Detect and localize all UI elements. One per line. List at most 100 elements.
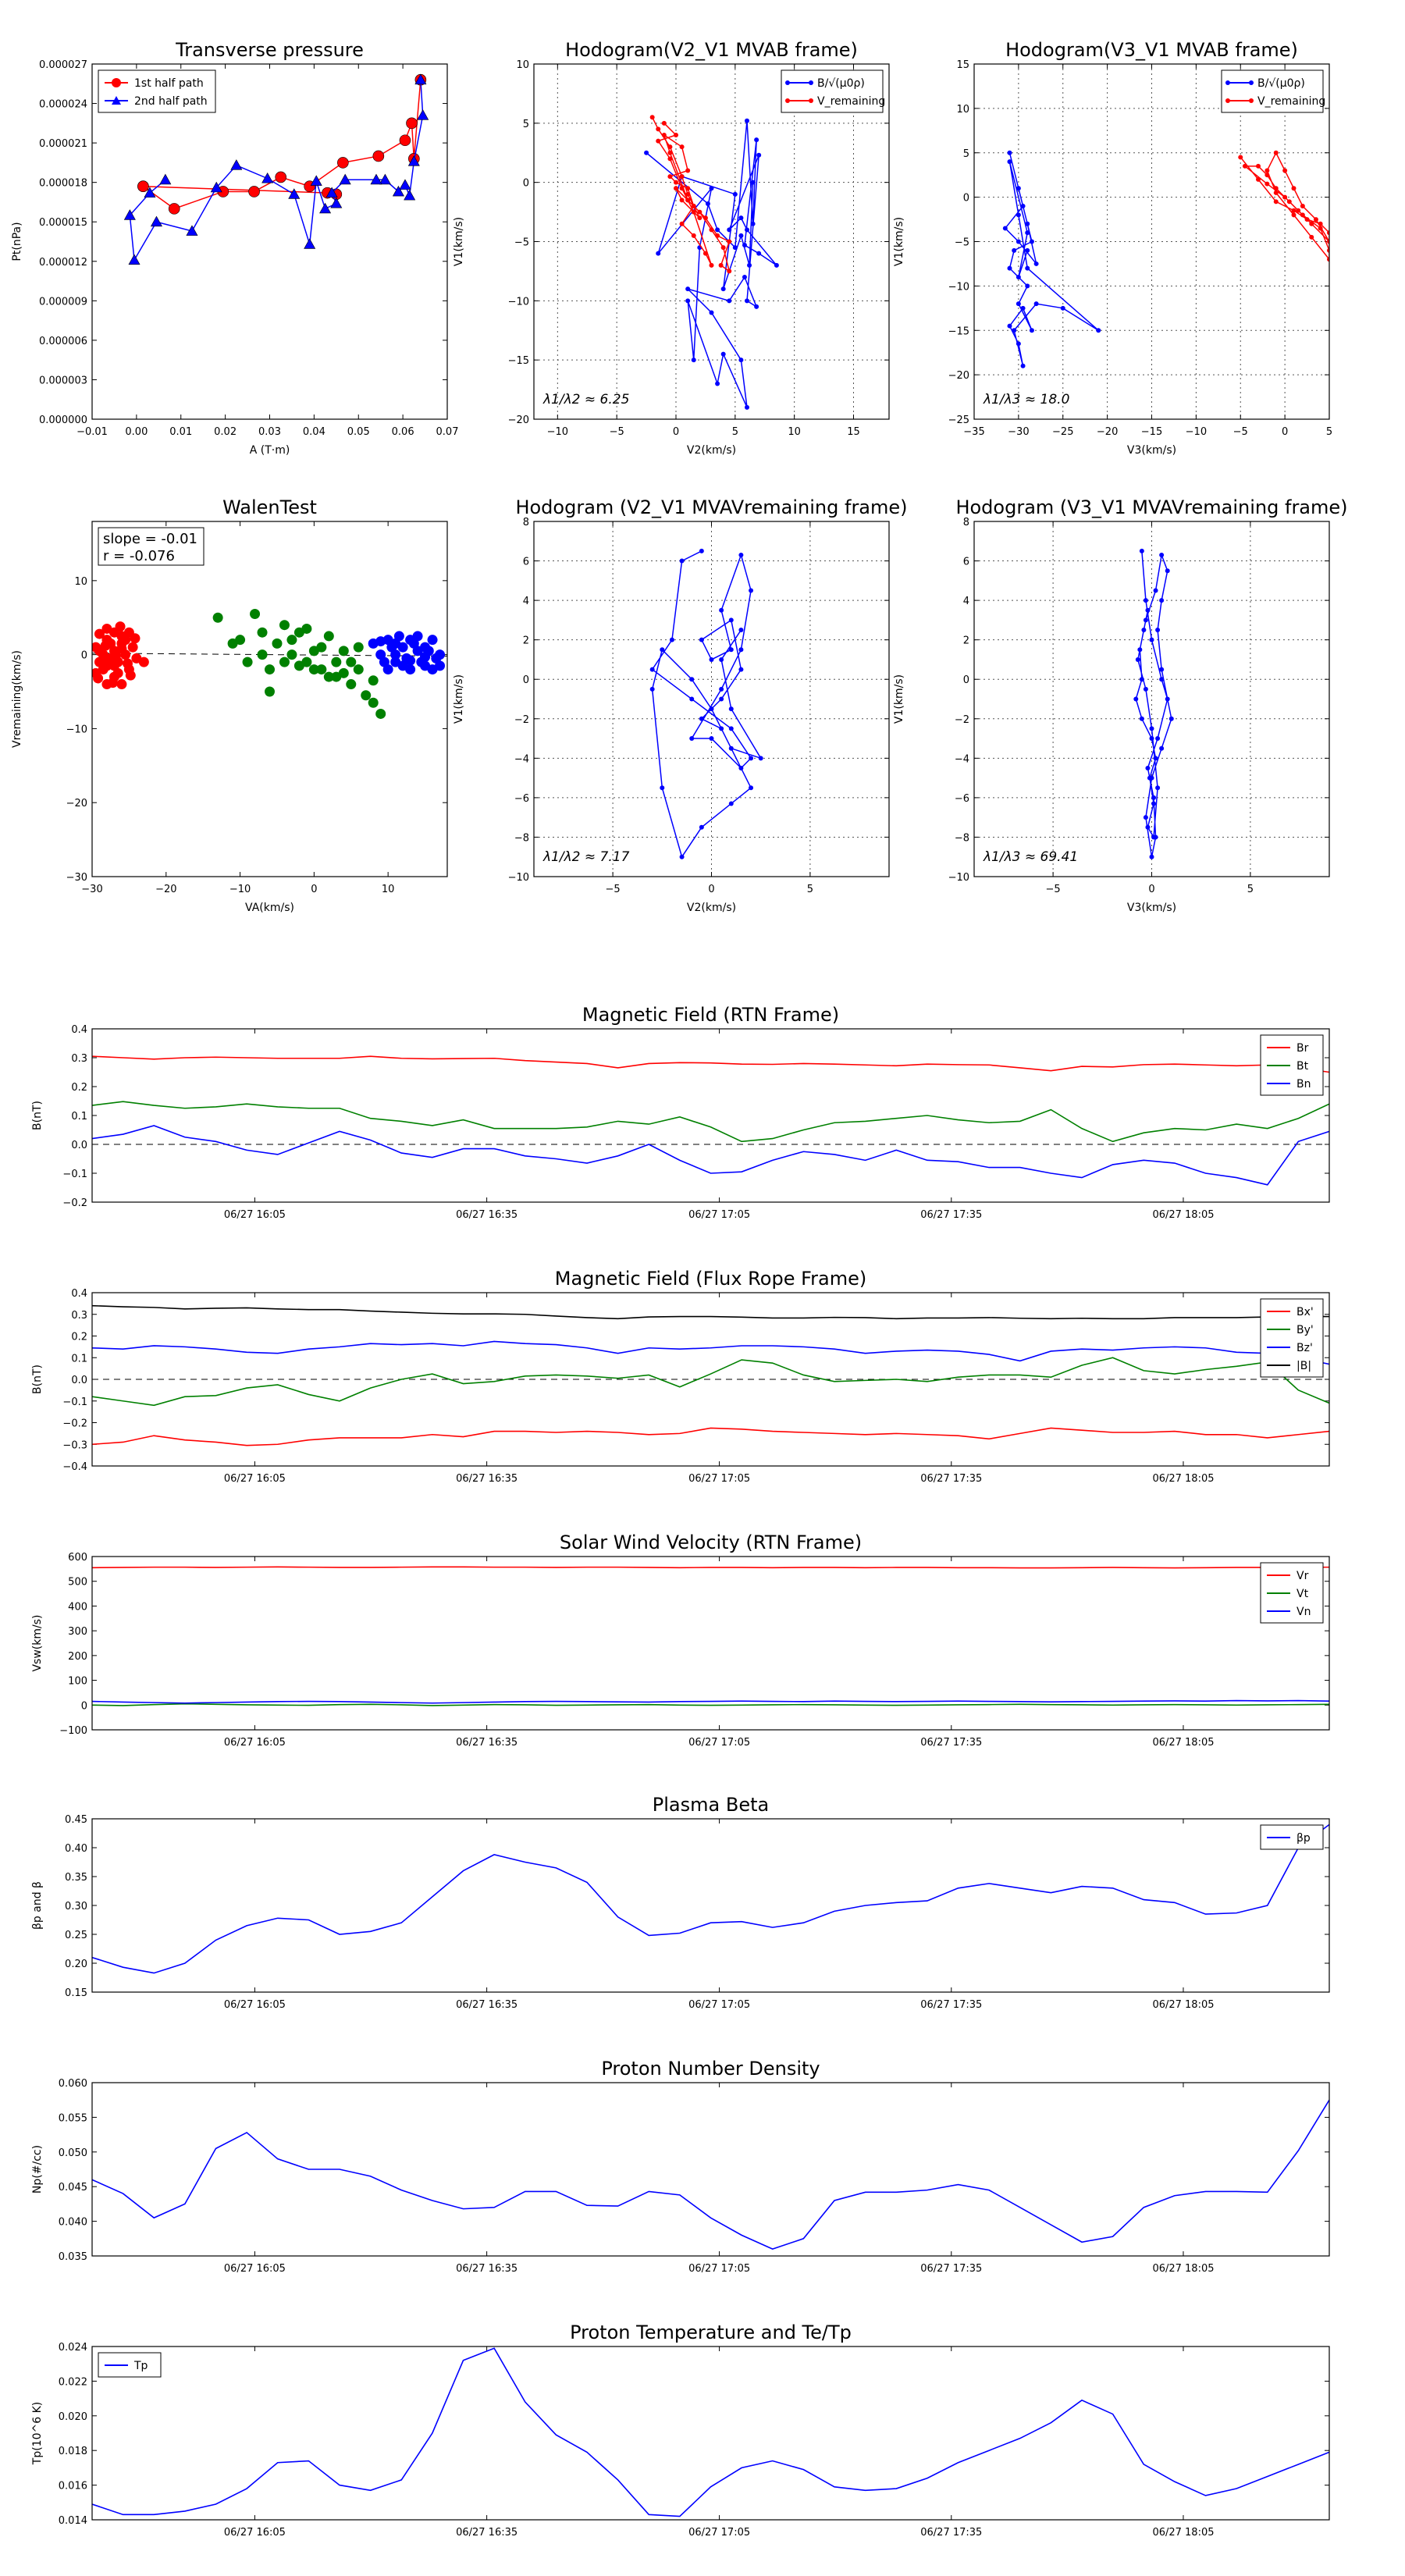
- y-tick-label: −4: [514, 753, 529, 765]
- series-line: [92, 2099, 1329, 2250]
- y-tick-label: 0.1: [71, 1353, 87, 1364]
- data-point: [210, 181, 222, 193]
- data-point: [649, 667, 655, 672]
- y-axis-label: Pt(nPa): [11, 222, 23, 261]
- data-point: [754, 304, 759, 309]
- data-point: [1016, 341, 1021, 347]
- data-point: [738, 552, 744, 557]
- data-point: [715, 233, 720, 238]
- data-point: [319, 202, 332, 214]
- data-point: [399, 179, 411, 190]
- data-point: [265, 664, 275, 675]
- y-tick-label: 2: [523, 635, 529, 647]
- x-tick-label: −0.01: [76, 426, 108, 438]
- x-tick-label: 06/27 18:05: [1152, 1999, 1214, 2011]
- data-point: [1143, 598, 1148, 603]
- data-point: [720, 245, 726, 251]
- data-point: [750, 221, 756, 226]
- legend-label: |B|: [1297, 1360, 1311, 1372]
- data-point: [656, 126, 661, 132]
- y-tick-label: 0.020: [59, 2411, 87, 2423]
- y-axis-label: V1(km/s): [453, 217, 465, 266]
- data-point: [1151, 801, 1157, 806]
- y-tick-label: −15: [508, 355, 529, 367]
- data-point: [392, 185, 404, 197]
- data-point: [732, 245, 738, 251]
- data-point: [674, 180, 678, 185]
- data-point: [420, 642, 431, 653]
- data-point: [338, 646, 349, 656]
- data-point: [679, 558, 685, 564]
- data-point: [1016, 212, 1021, 218]
- legend-label: Bz': [1297, 1342, 1313, 1354]
- series-line: [92, 1699, 1329, 1704]
- data-point: [1256, 176, 1261, 182]
- data-point: [709, 736, 714, 742]
- legend-marker: [112, 78, 121, 87]
- legend-label: V_remaining: [1257, 95, 1325, 108]
- data-point: [660, 647, 665, 653]
- data-point: [1151, 795, 1157, 800]
- legend-marker: [1225, 98, 1230, 103]
- data-point: [745, 298, 749, 304]
- data-point: [689, 696, 695, 702]
- data-point: [1291, 212, 1297, 218]
- data-point: [168, 203, 180, 215]
- data-point: [1242, 163, 1247, 169]
- x-tick-label: 06/27 18:05: [1152, 1473, 1214, 1485]
- y-tick-label: 0.000015: [39, 217, 87, 229]
- y-tick-label: −8: [514, 832, 529, 844]
- data-point: [310, 175, 322, 186]
- data-point: [242, 656, 253, 667]
- y-tick-label: −6: [955, 793, 969, 805]
- data-point: [689, 736, 695, 742]
- x-tick-label: 06/27 18:05: [1152, 1209, 1214, 1221]
- panel-tp: −0.01 0.00 0.01 0.02 0.03 0.04 0.05 0.06 0.07 0.0…: [11, 39, 458, 457]
- y-tick-label: 8: [523, 517, 529, 528]
- data-point: [728, 745, 734, 751]
- y-tick-label: −6: [514, 793, 529, 805]
- annotation: λ1/λ2 ≈ 6.25: [542, 392, 629, 407]
- data-point: [750, 180, 756, 185]
- data-point: [1300, 204, 1305, 208]
- data-point: [689, 677, 695, 682]
- y-tick-label: 0.016: [59, 2481, 87, 2492]
- y-tick-label: 0.024: [59, 2342, 87, 2354]
- legend-label: Vt: [1297, 1588, 1309, 1600]
- x-tick-label: 06/27 16:35: [456, 2263, 518, 2275]
- data-point: [272, 638, 283, 649]
- data-point: [308, 646, 319, 656]
- x-tick-label: −20: [1097, 426, 1118, 438]
- panel-np: 06/27 16:05 06/27 16:35 06/27 17:05 06/27 1…: [31, 2058, 1330, 2275]
- annotation: λ1/λ3 ≈ 18.0: [983, 392, 1069, 407]
- data-point: [1313, 217, 1318, 222]
- y-tick-label: 0.045: [59, 2182, 87, 2194]
- x-tick-label: 06/27 18:05: [1152, 1737, 1214, 1749]
- x-tick-label: 06/27 16:35: [456, 1209, 518, 1221]
- data-point: [316, 664, 327, 675]
- y-tick-label: 0: [81, 650, 87, 662]
- x-tick-label: 0: [1282, 426, 1288, 438]
- data-point: [108, 678, 119, 688]
- x-tick-label: 5: [1326, 426, 1332, 438]
- y-tick-label: 6: [523, 557, 529, 568]
- data-point: [1159, 745, 1165, 751]
- data-point: [709, 656, 714, 662]
- data-layer: [92, 2099, 1329, 2250]
- data-point: [738, 358, 744, 363]
- data-point: [1007, 150, 1012, 155]
- x-axis-label: V2(km/s): [687, 902, 736, 914]
- chart-title: Magnetic Field (Flux Rope Frame): [555, 1268, 866, 1290]
- y-tick-label: 0.055: [59, 2112, 87, 2124]
- y-tick-label: 0.000018: [39, 178, 87, 190]
- data-point: [1149, 736, 1154, 742]
- data-point: [1020, 363, 1026, 368]
- data-point: [131, 653, 142, 664]
- data-layer: [92, 1823, 1329, 1974]
- data-point: [323, 671, 334, 682]
- annotation: r = -0.076: [103, 548, 175, 564]
- data-point: [1286, 199, 1292, 205]
- data-point: [390, 638, 401, 649]
- data-point: [1291, 208, 1297, 213]
- y-tick-label: 5: [963, 148, 969, 160]
